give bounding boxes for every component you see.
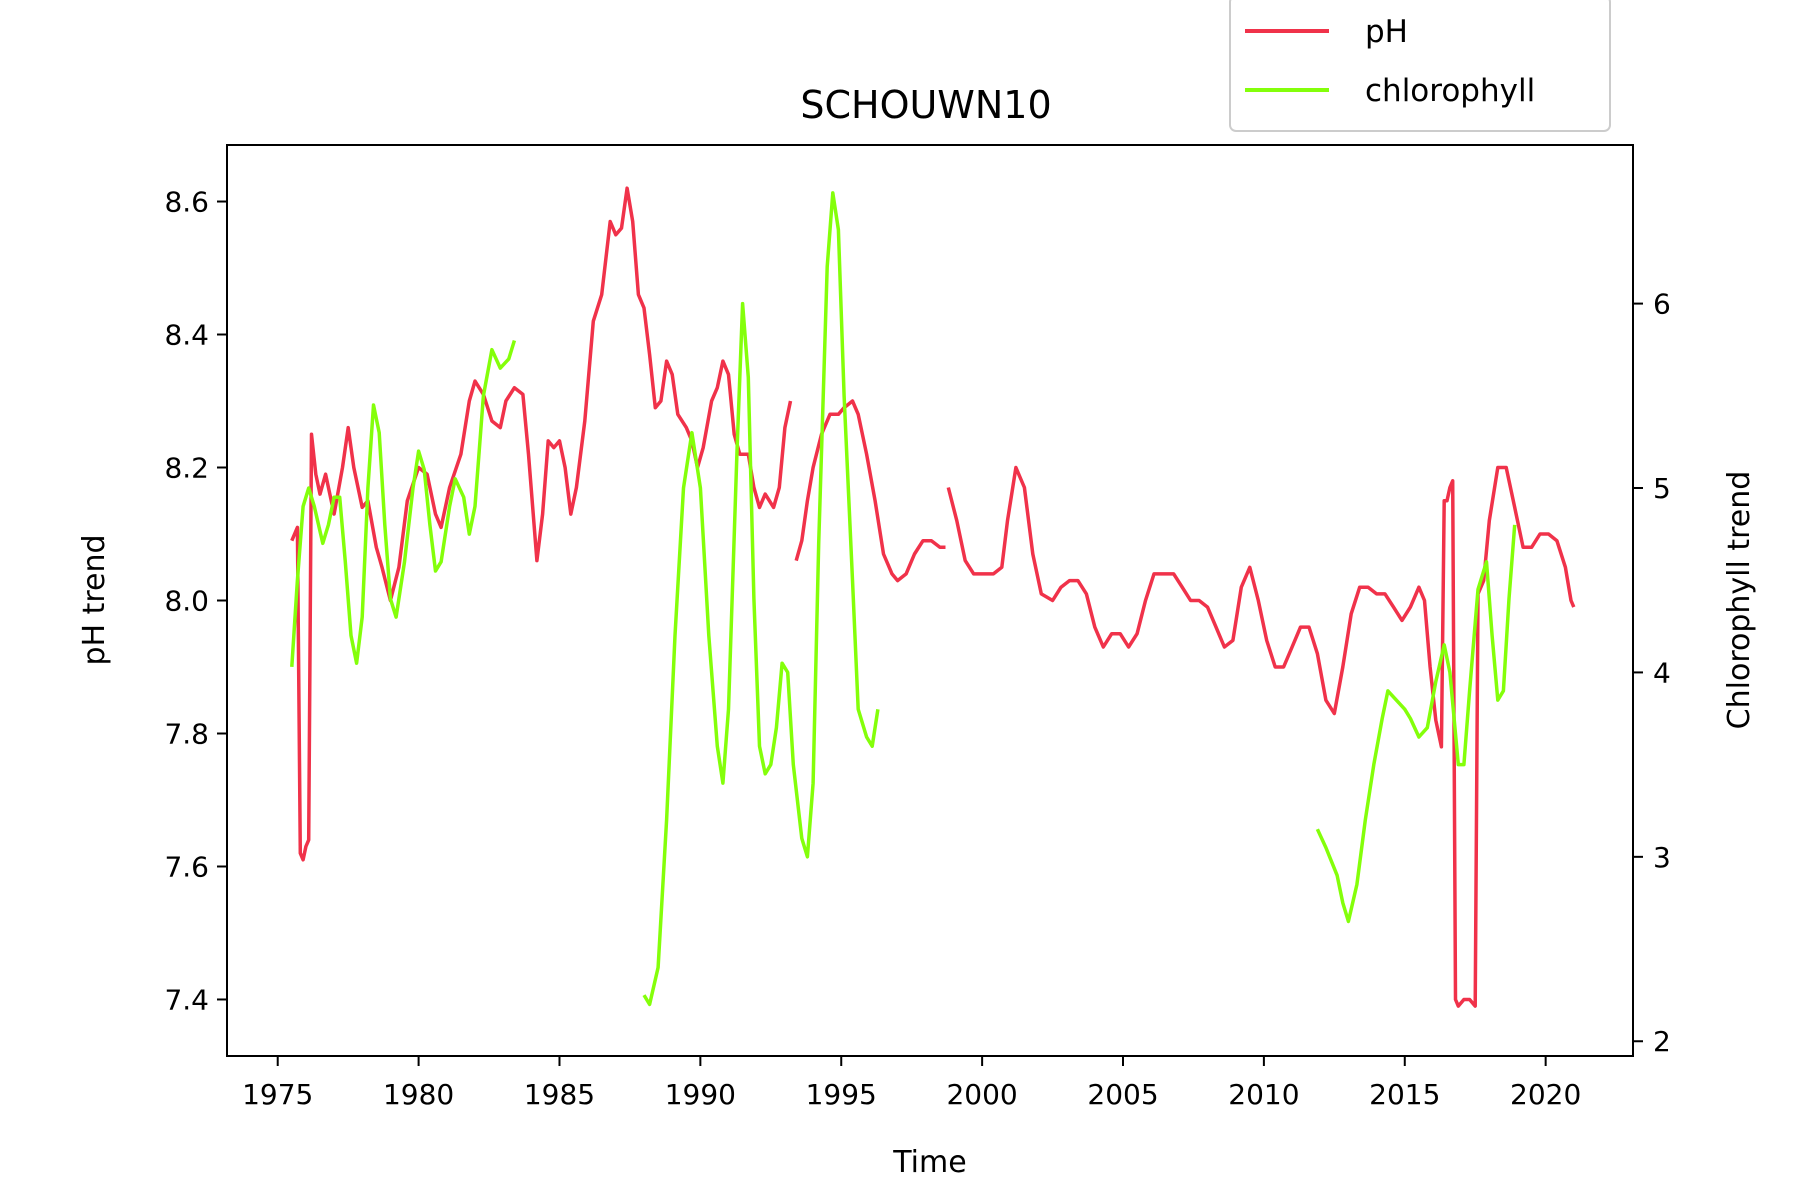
y-right-tick-label: 3	[1653, 841, 1671, 874]
y-right-tick-label: 4	[1653, 656, 1671, 689]
x-tick-label: 1975	[242, 1078, 313, 1111]
series-line-chlorophyll-segment-1	[290, 339, 517, 668]
legend-label-chlorophyll: chlorophyll	[1365, 73, 1535, 109]
x-tick-label: 1995	[806, 1078, 877, 1111]
plot-area-frame	[226, 144, 1634, 1057]
y-left-tick-label: 7.4	[164, 983, 209, 1016]
legend: pH chlorophyll	[1229, 0, 1611, 132]
legend-label-ph: pH	[1365, 14, 1408, 50]
x-tick-label: 1985	[524, 1078, 595, 1111]
x-tick-label: 1980	[383, 1078, 454, 1111]
y-axis-right: 2 3 4 5 6	[1633, 288, 1671, 1058]
y-left-tick-label: 8.6	[164, 186, 209, 219]
series-line-chlorophyll-segment-2	[642, 191, 880, 1007]
legend-box	[1229, 0, 1611, 132]
y-right-tick-label: 5	[1653, 472, 1671, 505]
y-left-tick-label: 8.2	[164, 452, 209, 485]
y-left-tick-label: 7.8	[164, 717, 209, 750]
x-tick-label: 1990	[665, 1078, 736, 1111]
x-tick-label: 2000	[946, 1078, 1017, 1111]
series-line-ph-segment-3	[946, 465, 1576, 1008]
x-axis: 1975 1980 1985 1990 1995 2000 2005 2010 2015 2020	[242, 1056, 1581, 1111]
y-axis-left-title: pH trend	[77, 534, 112, 665]
y-right-tick-label: 2	[1653, 1025, 1671, 1058]
chart-title: SCHOUWN10	[800, 83, 1051, 127]
series-line-ph-segment-2	[794, 399, 946, 583]
x-tick-label: 2005	[1087, 1078, 1158, 1111]
y-axis-left: 7.4 7.6 7.8 8.0 8.2 8.4 8.6	[164, 186, 227, 1016]
y-right-tick-label: 6	[1653, 288, 1671, 321]
x-tick-label: 2015	[1369, 1078, 1440, 1111]
series-line-chlorophyll-segment-3	[1315, 524, 1517, 924]
series-line-ph-segment-1	[290, 186, 793, 862]
x-axis-title: Time	[892, 1145, 966, 1180]
x-tick-label: 2010	[1228, 1078, 1299, 1111]
x-tick-label: 2020	[1510, 1078, 1581, 1111]
y-left-tick-label: 8.4	[164, 319, 209, 352]
y-left-tick-label: 8.0	[164, 585, 209, 618]
series-layer	[290, 186, 1576, 1008]
y-left-tick-label: 7.6	[164, 850, 209, 883]
y-axis-right-title: Chlorophyll trend	[1722, 471, 1757, 730]
